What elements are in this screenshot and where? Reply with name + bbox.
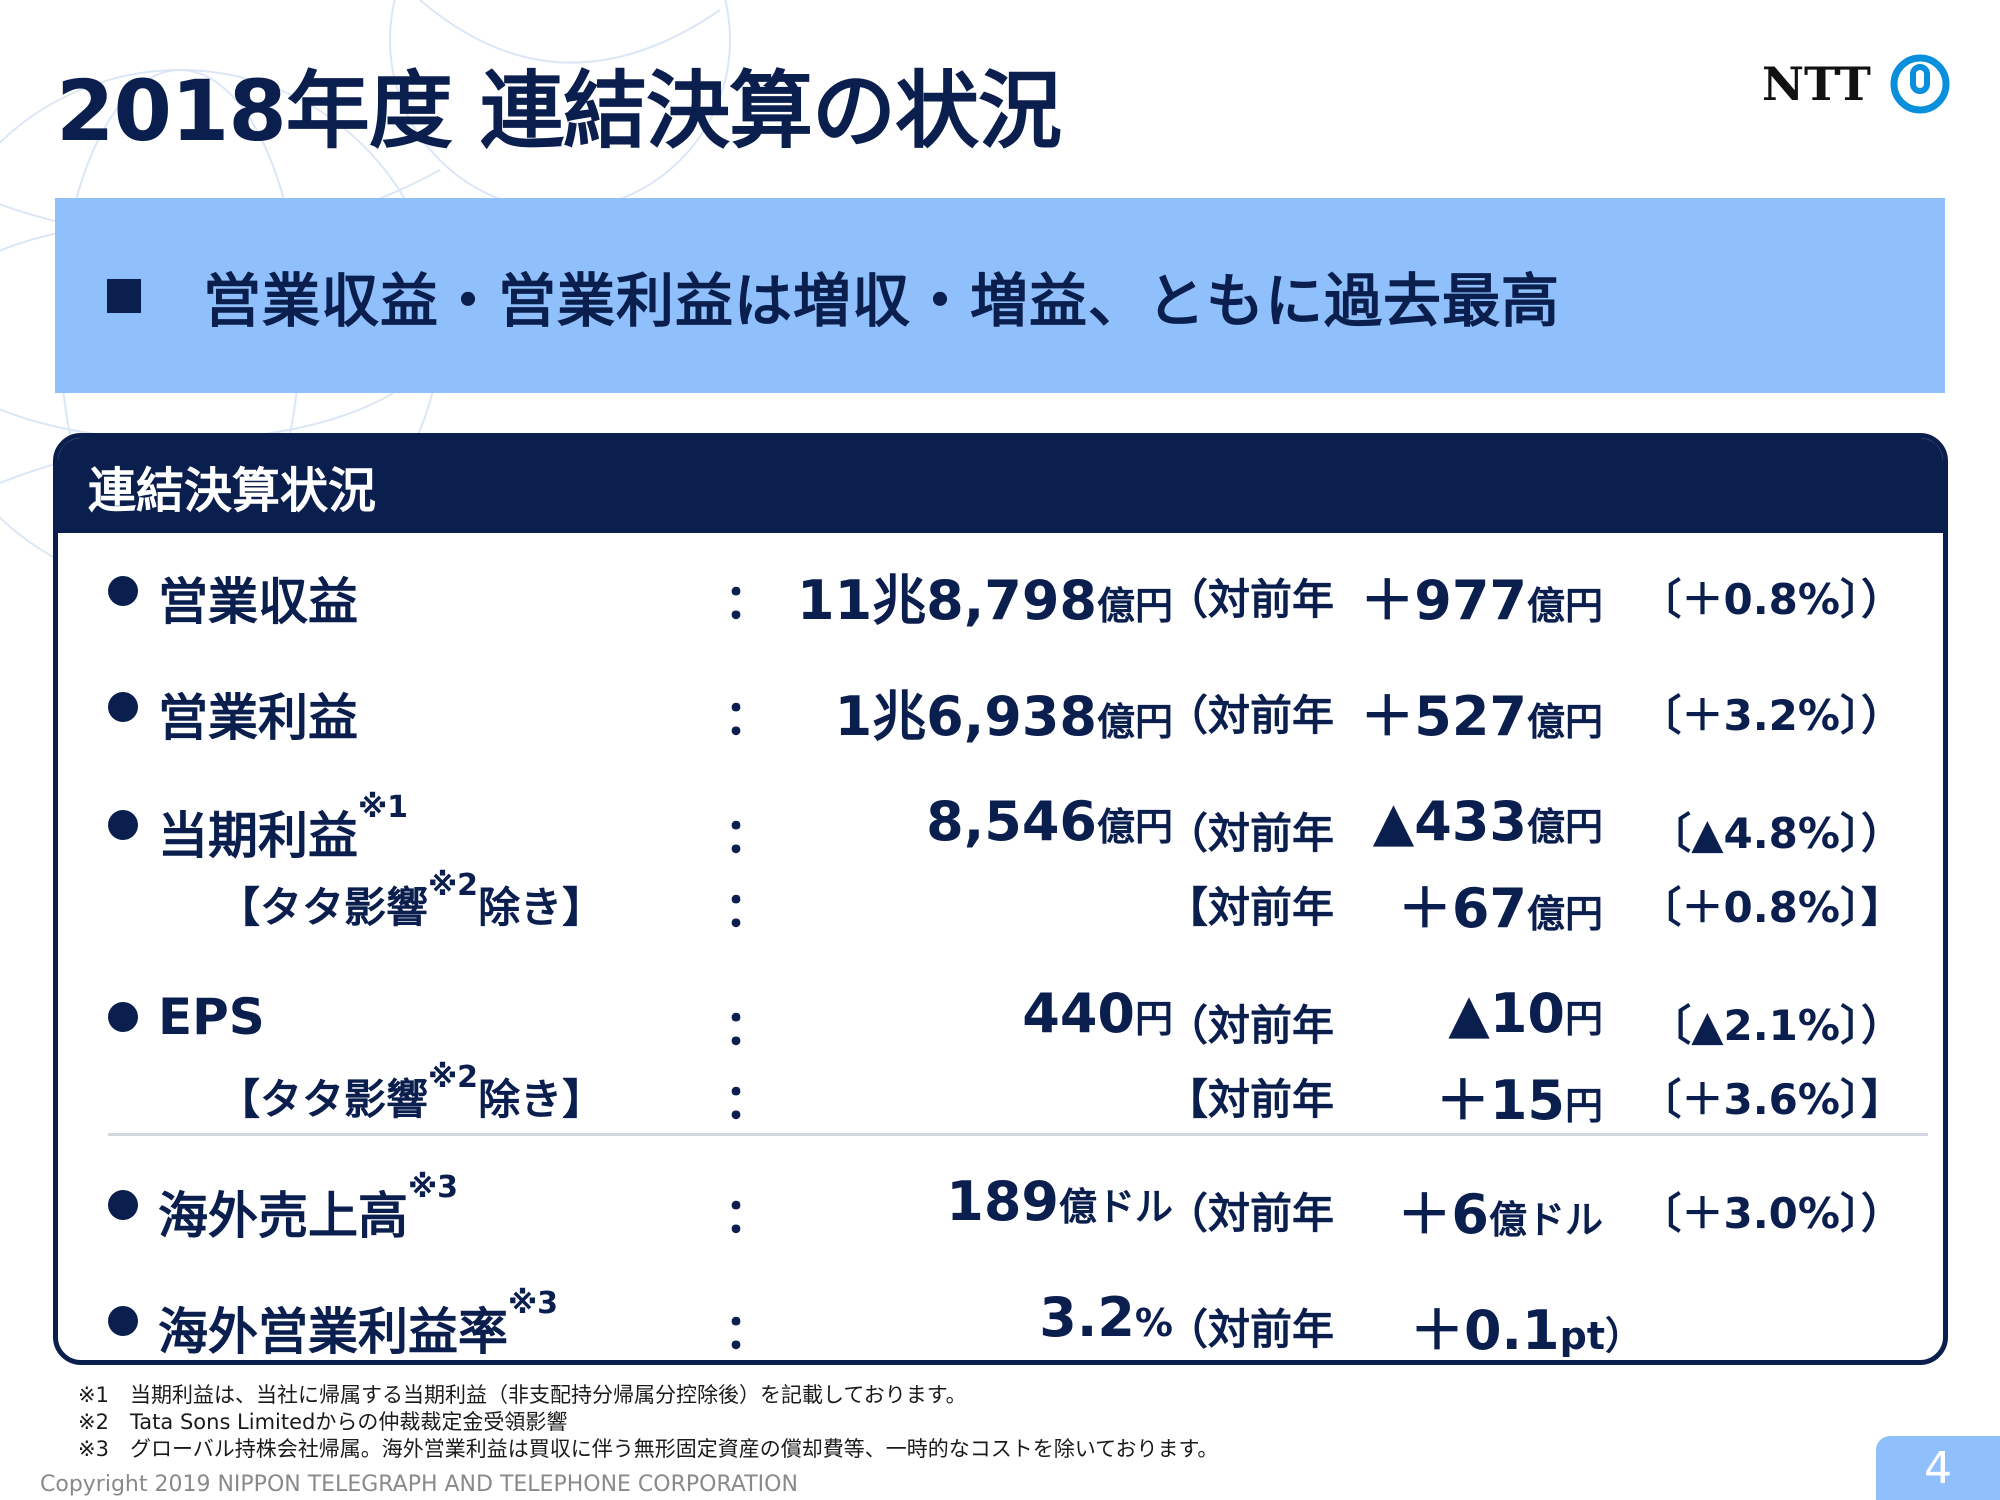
bullet-icon <box>108 576 138 606</box>
panel-title: 連結決算状況 <box>88 462 377 519</box>
row-operating-revenue: 営業収益 ： 11兆8,798億円 （対前年 ＋977億円 〔＋0.8%〕） <box>58 556 1943 632</box>
bullet-icon <box>108 1002 138 1032</box>
row-pct: 〔＋0.8%〕】 <box>1639 883 1904 932</box>
ntt-logo: NTT <box>1762 52 1951 116</box>
row-diff: ▲433億円 <box>1372 790 1603 853</box>
row-pct: 〔＋3.0%〕） <box>1639 1189 1904 1238</box>
row-yoy-label: （対前年 <box>1166 1305 1335 1354</box>
row-yoy-label: 【対前年 <box>1166 883 1335 932</box>
bullet-icon <box>108 1306 138 1336</box>
footnote-mark: ※2 <box>428 1060 479 1095</box>
page-title: 2018年度 連結決算の状況 <box>56 62 1062 160</box>
footnote-mark: ※3 <box>408 1170 459 1205</box>
headline-band: 営業収益・営業利益は増収・増益、ともに過去最高 <box>55 198 1945 393</box>
footnote-mark: ※1 <box>358 790 409 825</box>
footnote-1: ※1 当期利益は、当社に帰属する当期利益（非支配持分帰属分控除後）を記載しており… <box>78 1383 967 1407</box>
row-overseas-operating-margin: 海外営業利益率※3 ： 3.2% （対前年 ＋0.1pt） <box>58 1286 1943 1360</box>
row-value: 440円 <box>1022 982 1173 1045</box>
row-pct: 〔▲4.8%〕） <box>1649 809 1903 858</box>
row-value: 189億ドル <box>946 1170 1173 1233</box>
row-colon: ： <box>724 1304 773 1360</box>
bullet-icon <box>108 692 138 722</box>
row-value: 1兆6,938億円 <box>834 685 1173 748</box>
row-yoy-label: （対前年 <box>1166 1001 1335 1050</box>
copyright: Copyright 2019 NIPPON TELEGRAPH AND TELE… <box>40 1472 798 1497</box>
row-yoy-label: （対前年 <box>1166 575 1335 624</box>
bullet-icon <box>108 1190 138 1220</box>
row-operating-income: 営業利益 ： 1兆6,938億円 （対前年 ＋527億円 〔＋3.2%〕） <box>58 672 1943 748</box>
row-pct: 〔＋3.6%〕】 <box>1639 1075 1904 1124</box>
row-colon: ： <box>724 1188 773 1244</box>
row-pct: 〔＋0.8%〕） <box>1639 575 1904 624</box>
row-diff: ＋67億円 <box>1397 877 1603 940</box>
footnote-3: ※3 グローバル持株会社帰属。海外営業利益は買収に伴う無形固定資産の償却費等、一… <box>78 1437 1219 1461</box>
row-colon: ： <box>724 1074 773 1130</box>
row-colon: ： <box>724 808 773 864</box>
row-pct: 〔▲2.1%〕） <box>1649 1001 1903 1050</box>
row-colon: ： <box>724 1000 773 1056</box>
results-panel: 連結決算状況 営業収益 ： 11兆8,798億円 （対前年 ＋977億円 〔＋0… <box>53 433 1948 1365</box>
row-pct: 〔＋3.2%〕） <box>1639 691 1904 740</box>
row-diff: ＋977億円 <box>1360 569 1603 632</box>
page-number: 4 <box>1876 1436 2000 1500</box>
row-label: 海外営業利益率※3 <box>158 1286 559 1361</box>
row-net-income: 当期利益※1 ： 8,546億円 （対前年 ▲433億円 〔▲4.8%〕） <box>58 790 1943 865</box>
row-label: 海外売上高※3 <box>158 1170 459 1245</box>
row-value: 3.2% <box>1039 1286 1173 1349</box>
row-value: 8,546億円 <box>926 790 1173 853</box>
row-diff: ▲10円 <box>1448 982 1603 1045</box>
row-eps-ex-tata: 【タタ影響※2除き】 ： 【対前年 ＋15円 〔＋3.6%〕】 <box>58 1056 1943 1132</box>
panel-header: 連結決算状況 <box>58 438 1943 533</box>
row-sublabel: 【タタ影響※2除き】 <box>218 868 605 932</box>
footnote-mark: ※2 <box>428 868 479 903</box>
row-label: 当期利益※1 <box>158 790 409 865</box>
row-label: EPS <box>158 988 265 1046</box>
footnotes: ※1 当期利益は、当社に帰属する当期利益（非支配持分帰属分控除後）を記載しており… <box>78 1382 1218 1463</box>
square-bullet-icon <box>107 278 141 313</box>
row-value: 11兆8,798億円 <box>797 569 1173 632</box>
row-diff: ＋527億円 <box>1360 685 1603 748</box>
footnote-2: ※2 Tata Sons Limitedからの仲裁裁定金受領影響 <box>78 1410 568 1434</box>
row-colon: ： <box>724 690 773 746</box>
headline-text: 営業収益・営業利益は増収・増益、ともに過去最高 <box>203 266 1561 335</box>
row-overseas-sales: 海外売上高※3 ： 189億ドル （対前年 ＋6億ドル 〔＋3.0%〕） <box>58 1170 1943 1246</box>
row-eps: EPS ： 440円 （対前年 ▲10円 〔▲2.1%〕） <box>58 982 1943 1056</box>
row-diff: ＋0.1pt） <box>1409 1299 1643 1362</box>
ntt-ring-logo-icon <box>1890 54 1950 114</box>
footnote-mark: ※3 <box>508 1286 559 1321</box>
bullet-icon <box>108 810 138 840</box>
row-net-income-ex-tata: 【タタ影響※2除き】 ： 【対前年 ＋67億円 〔＋0.8%〕】 <box>58 864 1943 940</box>
row-sublabel: 【タタ影響※2除き】 <box>218 1060 605 1124</box>
row-diff: ＋6億ドル <box>1397 1183 1603 1246</box>
row-colon: ： <box>724 882 773 938</box>
row-divider <box>108 1133 1928 1136</box>
row-label: 営業利益 <box>158 689 358 747</box>
row-yoy-label: 【対前年 <box>1166 1075 1335 1124</box>
logo-text: NTT <box>1762 57 1871 111</box>
row-diff: ＋15円 <box>1435 1069 1603 1132</box>
row-yoy-label: （対前年 <box>1166 1189 1335 1238</box>
row-label: 営業収益 <box>158 573 358 631</box>
row-yoy-label: （対前年 <box>1166 691 1335 740</box>
row-yoy-label: （対前年 <box>1166 809 1335 858</box>
row-colon: ： <box>724 574 773 630</box>
